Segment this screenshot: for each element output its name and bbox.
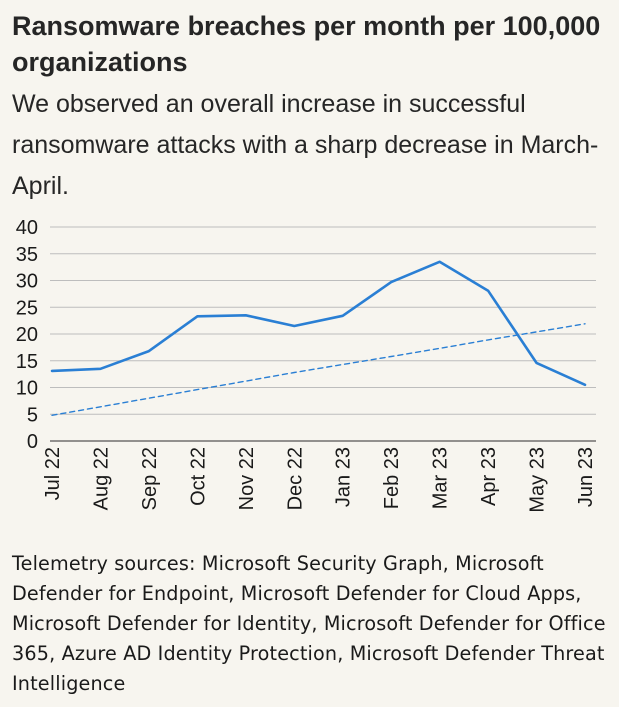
x-tick-label: Jul 22 <box>42 447 64 500</box>
y-tick-label: 5 <box>27 404 38 426</box>
y-tick-label: 20 <box>16 324 38 346</box>
x-tick-label: Aug 22 <box>90 447 112 510</box>
y-tick-label: 40 <box>16 217 38 239</box>
chart-subtitle: We observed an overall increase in succe… <box>12 90 599 200</box>
chart-title: Ransomware breaches per month per 100,00… <box>12 11 601 77</box>
y-tick-label: 30 <box>16 271 38 293</box>
x-tick-label: May 23 <box>527 447 549 513</box>
y-tick-label: 35 <box>16 244 38 266</box>
line-chart: 0 5 10 15 20 25 30 35 40 Jul 22 Aug 22 Sep 22 Oct 22… <box>16 217 597 513</box>
y-tick-label: 0 <box>27 431 38 453</box>
x-tick-label: Jun 23 <box>575 447 597 507</box>
y-tick-label: 15 <box>16 351 38 373</box>
x-tick-label: Sep 22 <box>139 447 161 510</box>
x-tick-label: Feb 23 <box>381 447 403 509</box>
x-tick-label: Nov 22 <box>236 447 258 510</box>
x-tick-label: Jan 23 <box>333 447 355 507</box>
x-tick-label: Mar 23 <box>430 447 452 509</box>
y-tick-label: 10 <box>16 378 38 400</box>
x-tick-label: Apr 23 <box>478 447 500 506</box>
y-tick-label: 25 <box>16 297 38 319</box>
telemetry-sources-note: Telemetry sources: Microsoft Security Gr… <box>12 552 606 695</box>
trend-line <box>51 323 586 417</box>
breaches-line <box>50 260 587 387</box>
x-tick-label: Dec 22 <box>284 447 306 510</box>
x-tick-label: Oct 22 <box>187 447 209 506</box>
